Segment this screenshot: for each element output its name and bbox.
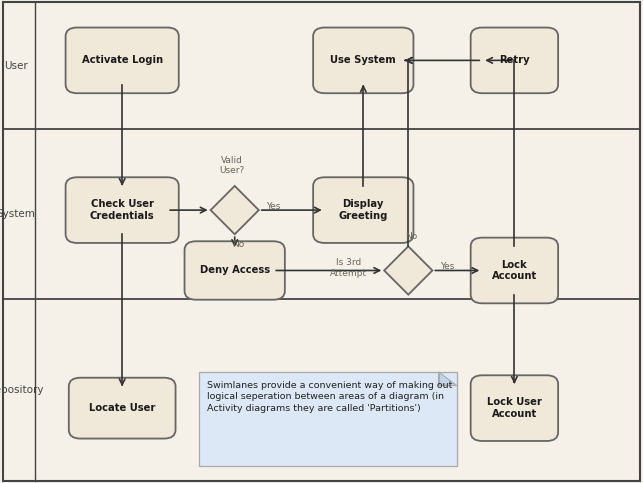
Text: Is 3rd
Attempt: Is 3rd Attempt	[331, 258, 367, 278]
Text: Yes: Yes	[267, 202, 281, 211]
Text: Use System: Use System	[331, 56, 396, 65]
Polygon shape	[385, 246, 432, 295]
FancyBboxPatch shape	[313, 28, 413, 93]
Polygon shape	[211, 186, 258, 234]
Text: System: System	[0, 209, 35, 219]
FancyBboxPatch shape	[471, 375, 558, 441]
Text: Locate User: Locate User	[89, 403, 156, 413]
Text: Yes: Yes	[440, 262, 455, 271]
Text: Check User
Credentials: Check User Credentials	[90, 199, 154, 221]
Text: Lock
Account: Lock Account	[492, 260, 537, 281]
FancyBboxPatch shape	[313, 177, 413, 243]
Text: User: User	[5, 61, 28, 71]
FancyBboxPatch shape	[471, 238, 558, 303]
Text: Repository: Repository	[0, 385, 44, 395]
FancyBboxPatch shape	[66, 28, 179, 93]
Text: Swimlanes provide a convenient way of making out
logical seperation between area: Swimlanes provide a convenient way of ma…	[207, 381, 453, 413]
Text: No: No	[405, 231, 418, 241]
Text: Lock User
Account: Lock User Account	[487, 398, 542, 419]
Bar	[199, 372, 457, 466]
Text: Display
Greeting: Display Greeting	[339, 199, 388, 221]
Polygon shape	[439, 372, 457, 385]
Text: Activate Login: Activate Login	[82, 56, 163, 65]
FancyBboxPatch shape	[185, 242, 285, 299]
Text: Retry: Retry	[499, 56, 530, 65]
FancyBboxPatch shape	[471, 28, 558, 93]
FancyBboxPatch shape	[66, 177, 179, 243]
Text: Valid
User?: Valid User?	[219, 156, 244, 175]
Text: Deny Access: Deny Access	[199, 266, 270, 275]
FancyBboxPatch shape	[69, 378, 176, 439]
Text: No: No	[231, 240, 244, 249]
